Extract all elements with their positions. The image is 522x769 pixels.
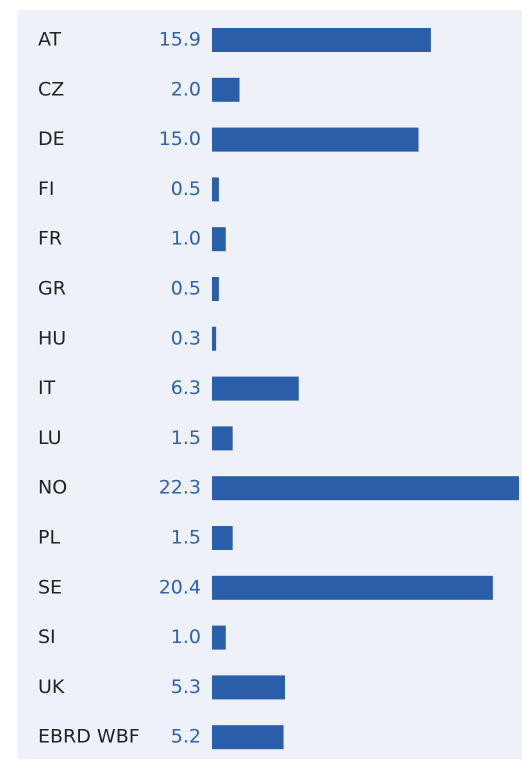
category-label: CZ (38, 78, 64, 100)
bar (212, 575, 493, 600)
bar (212, 426, 233, 451)
category-label: AT (38, 29, 62, 51)
category-label: PL (38, 527, 60, 549)
bar (212, 127, 419, 152)
value-label: 1.5 (171, 527, 201, 549)
category-label: NO (38, 477, 67, 499)
value-label: 5.2 (171, 726, 201, 748)
category-label: SE (38, 576, 62, 598)
category-label: GR (38, 278, 66, 300)
category-label: IT (38, 377, 56, 399)
category-label: EBRD WBF (38, 726, 140, 748)
value-label: 22.3 (159, 477, 201, 499)
bar (212, 725, 284, 750)
bar (212, 77, 240, 102)
bar (212, 28, 431, 52)
value-label: 1.0 (171, 228, 201, 250)
category-label: FR (38, 228, 62, 250)
category-label: DE (38, 128, 65, 150)
value-label: 2.0 (171, 78, 201, 100)
value-label: 6.3 (171, 377, 201, 399)
category-label: HU (38, 327, 66, 349)
value-label: 15.9 (159, 29, 201, 51)
category-label: FI (38, 178, 55, 200)
value-label: 1.5 (171, 427, 201, 449)
category-label: UK (38, 676, 65, 698)
bar (212, 376, 299, 401)
category-label: SI (38, 626, 56, 648)
value-label: 1.0 (171, 626, 201, 648)
bar (212, 526, 233, 550)
value-label: 5.3 (171, 676, 201, 698)
value-label: 15.0 (159, 128, 201, 150)
bar (212, 277, 219, 301)
value-label: 0.5 (171, 178, 201, 200)
bar (212, 326, 217, 351)
value-label: 20.4 (159, 576, 201, 598)
bar (212, 177, 219, 202)
category-label: LU (38, 427, 62, 449)
value-label: 0.5 (171, 278, 201, 300)
bar (212, 675, 285, 700)
bar (212, 227, 226, 252)
bar (212, 476, 519, 501)
value-label: 0.3 (171, 327, 201, 349)
bar (212, 625, 226, 650)
